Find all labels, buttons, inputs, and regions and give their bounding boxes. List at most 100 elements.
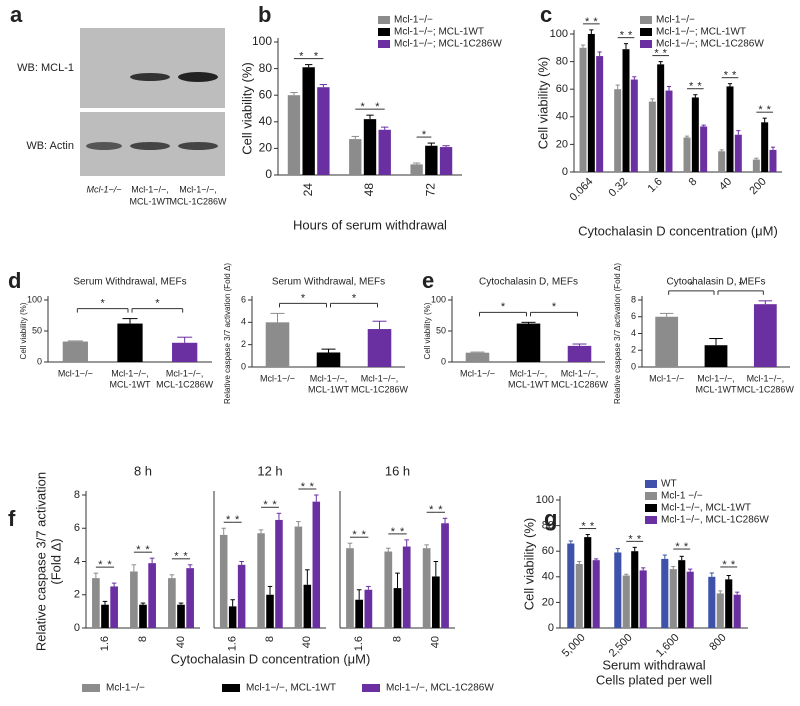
- legend-label: Mcl-1−/−; MCL-1C286W: [656, 39, 764, 50]
- legend-swatch: [645, 492, 657, 500]
- bar: [294, 526, 303, 628]
- y-tick-label: 0: [241, 361, 246, 371]
- bar: [219, 534, 228, 628]
- x-tick-label: MCL-1C286W: [351, 384, 409, 394]
- y-tick-label: 4: [241, 317, 246, 327]
- legend-label: Mcl-1−/−, MCL-1C286W: [386, 683, 494, 694]
- bar: [378, 129, 391, 175]
- y-axis-title: Cell viability (%): [535, 57, 550, 149]
- bar: [753, 304, 777, 367]
- bar: [639, 570, 647, 628]
- panel-label: a: [10, 2, 23, 27]
- sig-star: *: [637, 533, 642, 545]
- y-tick-label: 50: [32, 325, 42, 335]
- bar: [303, 584, 312, 628]
- panel-label: e: [422, 268, 434, 293]
- bar: [725, 579, 733, 628]
- x-tick-label: 5,000: [560, 632, 588, 660]
- bar: [363, 119, 377, 175]
- x-tick-label: 40: [301, 636, 313, 648]
- bar: [584, 537, 592, 628]
- x-tick-label: 8: [264, 636, 276, 642]
- blot-row-label: WB: MCL-1: [17, 62, 74, 74]
- bar: [139, 604, 147, 628]
- sig-star: *: [739, 280, 744, 292]
- x-tick-label: Mcl-1−/−,: [561, 368, 599, 378]
- legend-label: WT: [661, 479, 677, 490]
- x-axis-title: Hours of serum withdrawal: [293, 217, 447, 232]
- bar: [704, 345, 728, 367]
- bar: [422, 548, 431, 628]
- x-tick-label: 40: [175, 636, 187, 648]
- bar: [148, 563, 156, 628]
- y-tick-label: 6: [74, 522, 80, 534]
- y-tick-label: 6: [241, 294, 246, 304]
- y-tick-label: 100: [27, 294, 42, 304]
- sig-star: *: [628, 533, 633, 545]
- sig-star: *: [226, 514, 231, 526]
- bar: [228, 606, 237, 628]
- lane-label: Mcl-1−/−: [86, 184, 121, 194]
- bar: [172, 342, 198, 362]
- sig-star: *: [590, 520, 595, 532]
- sig-star: *: [101, 298, 106, 310]
- sig-star: *: [663, 48, 668, 60]
- sig-star: *: [620, 30, 625, 42]
- sig-star: *: [724, 70, 729, 82]
- sig-star: *: [581, 520, 586, 532]
- bar: [567, 345, 592, 362]
- y-tick-label: 2: [631, 345, 636, 355]
- bar: [302, 67, 315, 175]
- x-tick-label: 48: [362, 183, 376, 197]
- x-tick-label: 40: [717, 176, 734, 193]
- sig-star: *: [310, 481, 315, 493]
- sig-star: *: [684, 541, 689, 553]
- x-tick-label: Mcl-1−/−,: [111, 368, 149, 378]
- legend-label: Mcl-1−/−, MCL-1WT: [246, 683, 336, 694]
- sig-star: *: [314, 51, 319, 63]
- bar: [655, 316, 679, 367]
- panel-label: d: [8, 268, 21, 293]
- y-tick-label: 20: [542, 596, 554, 608]
- y-axis-title: Relative caspase 3/7 activation (Fold Δ): [613, 263, 622, 404]
- y-tick-label: 0: [74, 622, 80, 634]
- bar: [237, 564, 246, 628]
- x-axis-title: Cytochalasin D concentration (μM): [578, 223, 778, 238]
- bar: [657, 64, 665, 172]
- x-tick-label: 800: [707, 632, 728, 653]
- legend-label: Mcl-1−/−: [106, 683, 145, 694]
- blot-band: [178, 72, 218, 82]
- blot-band: [130, 142, 170, 150]
- sig-star: *: [183, 551, 188, 563]
- bar: [734, 134, 742, 172]
- x-tick-label: Mcl-1−/−,: [361, 373, 399, 383]
- sig-star: *: [299, 51, 304, 63]
- bar: [186, 568, 194, 628]
- bar: [516, 323, 541, 362]
- sig-star: *: [400, 526, 405, 538]
- y-axis-title: Cell viability (%): [19, 302, 28, 359]
- sig-star: *: [98, 559, 103, 571]
- bar: [441, 523, 449, 628]
- panel-label: c: [540, 2, 552, 27]
- y-tick-label: 60: [259, 87, 273, 101]
- sig-star: *: [438, 504, 443, 516]
- bar: [168, 578, 176, 628]
- bar: [579, 47, 587, 172]
- blot-panel: a WB: MCL-1 WB: Actin Mcl-1−/− Mcl-1−/−,…: [10, 2, 227, 207]
- x-tick-label: 40: [430, 636, 442, 648]
- bar: [769, 149, 777, 172]
- sig-star: *: [731, 559, 736, 571]
- x-tick-label: Mcl-1−/−,: [166, 368, 204, 378]
- legend-swatch: [645, 504, 657, 512]
- bar: [691, 97, 699, 172]
- sig-star: *: [585, 16, 590, 28]
- sig-star: *: [174, 551, 179, 563]
- y-axis-title: Cell viability (%): [423, 302, 432, 359]
- y-tick-label: 0: [562, 166, 568, 178]
- sig-star: *: [732, 70, 737, 82]
- x-tick-label: Mcl-1−/−: [58, 368, 93, 378]
- sig-star: *: [689, 81, 694, 93]
- bar: [630, 79, 638, 172]
